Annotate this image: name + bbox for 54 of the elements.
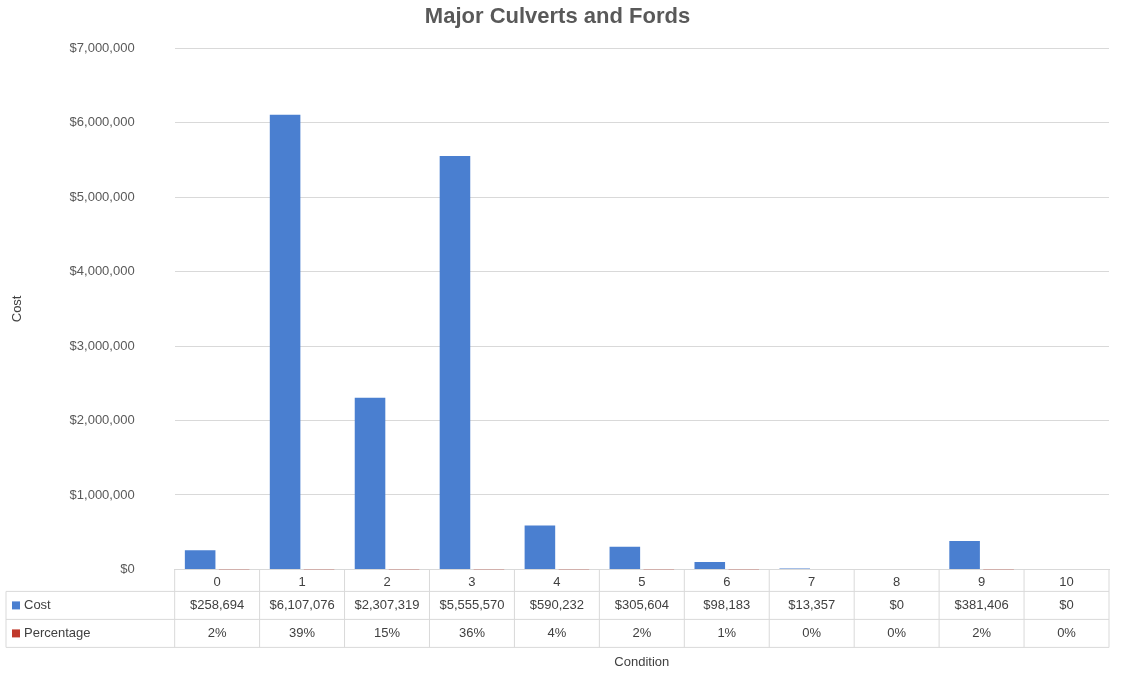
data-label: $590,232	[529, 596, 585, 612]
data-label: $305,604	[614, 596, 669, 612]
bar	[439, 155, 471, 569]
data-label: $381,406	[954, 596, 1009, 612]
data-label: 15%	[374, 624, 401, 640]
data-label: 4%	[547, 624, 567, 640]
x-tick-label: 8	[893, 573, 901, 589]
y-tick-label: $0	[120, 560, 135, 576]
bar	[269, 114, 301, 569]
data-label: $5,555,570	[439, 596, 505, 612]
x-tick-label: 0	[213, 573, 221, 589]
x-tick-label: 7	[808, 573, 816, 589]
x-tick-label: 5	[638, 573, 646, 589]
y-tick-label: $7,000,000	[69, 39, 135, 55]
bar	[524, 525, 556, 569]
x-tick-label: 10	[1059, 573, 1074, 589]
y-tick-label: $4,000,000	[69, 263, 135, 279]
data-label: 39%	[289, 624, 316, 640]
data-label: 2%	[972, 624, 992, 640]
data-label: 1%	[717, 624, 737, 640]
data-label: 2%	[632, 624, 652, 640]
x-tick-label: 3	[468, 573, 476, 589]
bar	[184, 550, 216, 569]
data-label: $13,357	[788, 596, 836, 612]
y-tick-label: $3,000,000	[69, 337, 135, 353]
data-label: $0	[889, 596, 904, 612]
y-tick-label: $6,000,000	[69, 114, 135, 130]
y-axis-title: Cost	[9, 295, 25, 323]
data-label: 36%	[458, 624, 486, 640]
bar	[949, 541, 980, 569]
data-label: $0	[1059, 596, 1074, 612]
legend-label: Percentage	[24, 624, 91, 640]
text: Condition	[614, 653, 670, 669]
legend-label: Cost	[24, 596, 52, 612]
x-tick-label: 9	[977, 573, 986, 589]
bar	[354, 397, 386, 569]
y-tick-label: $2,000,000	[69, 412, 135, 428]
bar	[694, 562, 726, 569]
data-label: 2%	[207, 624, 227, 640]
data-label: $2,307,319	[354, 596, 420, 612]
data-label: $6,107,076	[269, 596, 335, 612]
x-tick-label: 2	[383, 573, 391, 589]
bar	[609, 546, 641, 569]
chart-title: Major Culverts and Fords	[424, 3, 691, 29]
y-tick-label: $5,000,000	[69, 188, 135, 204]
y-tick-label: $1,000,000	[69, 486, 135, 502]
x-tick-label: 6	[723, 573, 731, 589]
data-label: $258,694	[190, 596, 245, 612]
x-tick-label: 4	[553, 573, 561, 589]
data-label: 0%	[887, 624, 907, 640]
data-label: 0%	[802, 624, 822, 640]
data-label: $98,183	[703, 596, 751, 612]
x-tick-label: 1	[298, 573, 306, 589]
data-label: 0%	[1057, 624, 1077, 640]
